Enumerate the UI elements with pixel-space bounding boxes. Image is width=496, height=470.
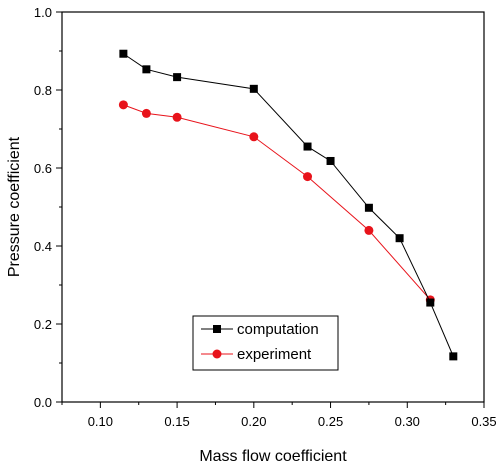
legend-items: computation experiment [201,321,319,363]
data-point-experiment [118,100,128,110]
y-tick-label: 0.0 [34,395,52,410]
x-tick-label: 0.20 [241,414,266,429]
data-point-experiment [172,112,182,122]
series-line-computation [123,53,454,357]
data-point-computation [364,203,373,212]
y-tick-label: 0.6 [34,161,52,176]
legend-item-experiment: experiment [201,346,312,363]
x-tick-label: 0.35 [471,414,496,429]
x-tick-label: 0.25 [318,414,343,429]
legend-label: experiment [237,346,312,363]
data-point-computation [173,73,182,82]
y-axis-ticks: 0.0 0.2 0.4 0.6 0.8 1.0 [34,5,62,410]
y-tick-label: 1.0 [34,5,52,20]
data-point-computation [249,84,258,93]
series-layer [118,49,458,361]
x-axis-label: Mass flow coefficient [199,448,347,465]
y-tick-label: 0.4 [34,239,52,254]
data-point-computation [426,298,435,307]
x-axis-ticks: 0.10 0.15 0.20 0.25 0.30 0.35 [61,402,496,429]
data-point-computation [142,65,151,74]
legend-marker [212,349,222,359]
x-tick-label: 0.10 [88,414,113,429]
series-line-experiment [123,104,431,301]
x-tick-label: 0.15 [164,414,189,429]
series-computation [119,49,458,361]
data-point-experiment [141,108,151,118]
series-experiment [118,100,435,305]
legend: computation experiment [192,315,339,371]
data-point-experiment [249,132,259,142]
data-point-experiment [303,172,313,182]
data-point-experiment [364,225,374,235]
data-point-computation [395,234,404,243]
y-tick-label: 0.2 [34,317,52,332]
data-point-computation [303,142,312,151]
legend-item-computation: computation [201,321,319,338]
legend-marker [213,325,221,333]
x-tick-label: 0.30 [395,414,420,429]
y-axis-label: Pressure coefficient [6,136,23,277]
data-point-computation [119,49,128,58]
legend-label: computation [237,321,319,338]
y-tick-label: 0.8 [34,83,52,98]
data-point-computation [326,156,335,165]
data-point-computation [449,352,458,361]
